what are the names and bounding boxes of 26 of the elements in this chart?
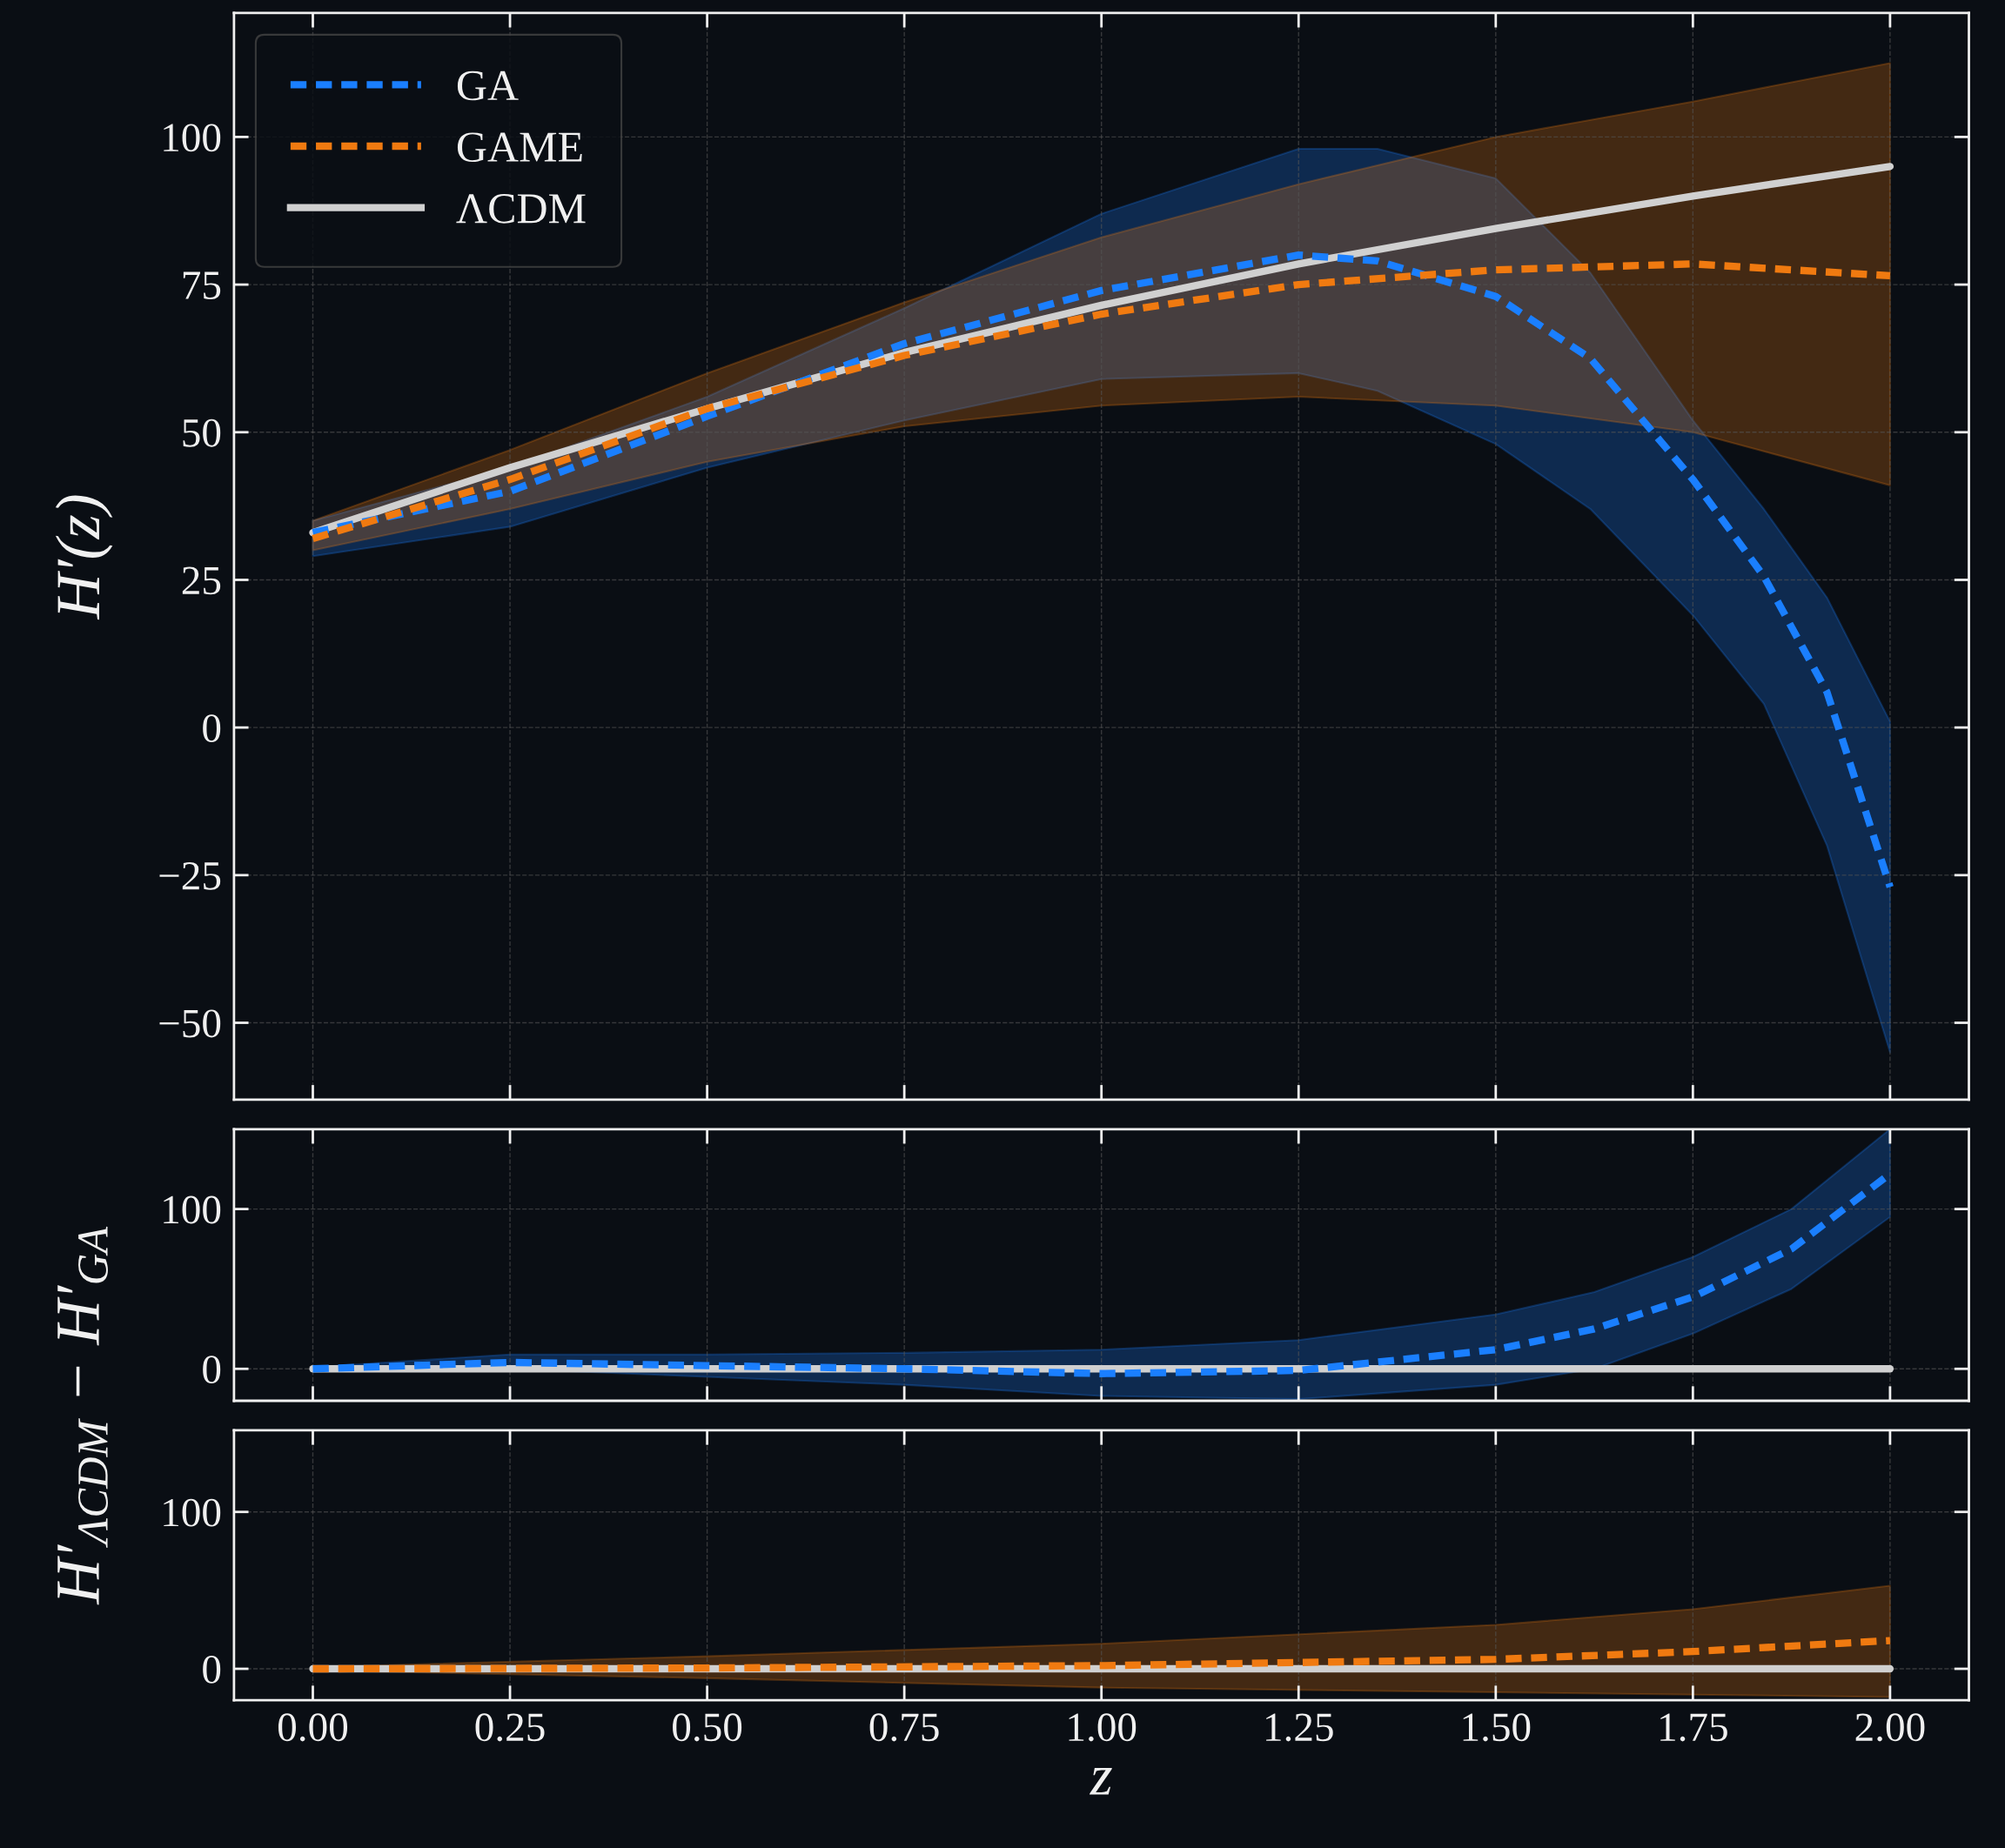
y-tick-label: 25 bbox=[182, 566, 221, 595]
y-tick-label: 100 bbox=[164, 124, 221, 152]
y-tick-label: 0 bbox=[203, 1356, 221, 1384]
x-tick-label: 0.50 bbox=[673, 1713, 742, 1742]
y-tick-label: 0 bbox=[203, 1656, 221, 1684]
y-tick-label: −25 bbox=[159, 861, 221, 890]
y-tick-label: 100 bbox=[164, 1195, 221, 1224]
y-axis-title: H′$_{ΛCDM}$ − H′$_{GA}$ bbox=[57, 1226, 108, 1605]
y-tick-label: 75 bbox=[183, 271, 221, 299]
x-tick-label: 1.00 bbox=[1069, 1713, 1137, 1742]
x-tick-label: 1.75 bbox=[1660, 1713, 1727, 1742]
x-axis-title: z bbox=[1089, 1768, 1112, 1795]
x-tick-label: 0.25 bbox=[475, 1713, 545, 1742]
y-tick-label: −50 bbox=[159, 1009, 221, 1038]
y-tick-label: 0 bbox=[203, 714, 221, 743]
legend-label: GA bbox=[457, 70, 519, 101]
x-tick-label: 2.00 bbox=[1855, 1713, 1925, 1742]
x-tick-label: 1.50 bbox=[1463, 1713, 1531, 1742]
legend-label: ΛCDM bbox=[456, 194, 586, 224]
legend-label: GAME bbox=[457, 132, 582, 163]
x-tick-label: 0.75 bbox=[869, 1713, 939, 1742]
x-tick-label: 1.25 bbox=[1266, 1713, 1333, 1742]
y-tick-label: 100 bbox=[164, 1498, 221, 1527]
y-axis-title: H′(z) bbox=[55, 495, 113, 620]
x-tick-label: 0.00 bbox=[278, 1713, 348, 1742]
y-tick-label: 50 bbox=[183, 418, 221, 447]
